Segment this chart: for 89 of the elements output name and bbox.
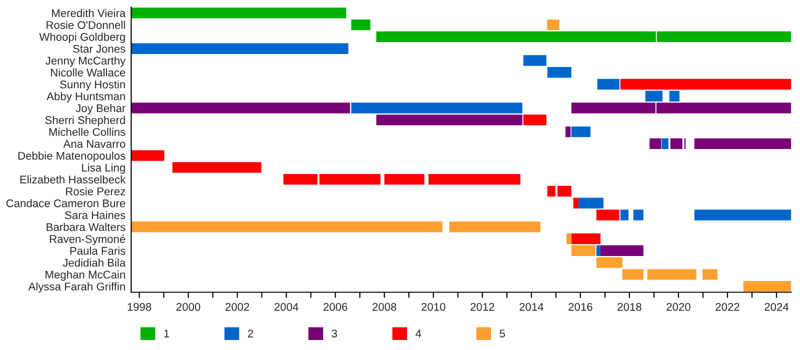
bar: [131, 222, 442, 232]
bar: [131, 8, 346, 18]
y-tick-label: Abby Huntsman: [46, 92, 125, 102]
bar: [694, 138, 792, 150]
legend-label: 5: [500, 330, 505, 338]
bar: [547, 67, 572, 78]
y-tick-label: Rosie O'Donnell: [46, 20, 125, 29]
y-tick-label: Candace Cameron Bure: [6, 199, 126, 208]
legend-label: 3: [332, 330, 338, 338]
bar: [596, 210, 620, 220]
y-tick-label: Meghan McCain: [46, 270, 125, 281]
y-tick-label: Debbie Matenopoulos: [18, 152, 126, 162]
y-tick-label: Star Jones: [73, 44, 126, 53]
x-tick-label: 2010: [422, 302, 446, 311]
y-tick-label: Raven-Symoné: [50, 234, 126, 246]
y-tick-label: Meredith Vieira: [52, 8, 126, 18]
bar: [596, 257, 622, 268]
bar: [571, 245, 596, 256]
x-tick-label: 2006: [324, 302, 348, 311]
y-tick-label: Michelle Collins: [49, 128, 126, 136]
bar: [620, 210, 628, 220]
y-tick-label: Paula Faris: [70, 246, 126, 255]
bar: [670, 138, 682, 150]
x-tick-label: 2012: [470, 302, 494, 311]
bar: [622, 269, 644, 280]
x-tick-label: 2018: [618, 302, 642, 311]
bar: [557, 186, 572, 197]
bar: [647, 269, 696, 280]
y-tick-label: Sherri Shepherd: [45, 116, 125, 126]
bar: [523, 55, 546, 66]
bar: [523, 114, 546, 126]
y-tick-label: Alyssa Farah Griffin: [28, 282, 125, 293]
y-tick-label: Sunny Hostin: [60, 80, 125, 91]
x-tick-label: 1998: [128, 302, 152, 311]
y-tick-label: Barbara Walters: [46, 222, 126, 232]
bar: [650, 138, 662, 150]
y-tick-label: Jedidiah Bila: [62, 258, 126, 267]
x-tick-label: 2008: [372, 302, 396, 311]
bar: [319, 174, 380, 185]
bar: [600, 245, 644, 256]
bar: [662, 138, 668, 150]
bar: [131, 150, 164, 161]
bar: [384, 174, 424, 185]
bar: [566, 233, 572, 244]
x-tick-label: 2024: [764, 302, 789, 311]
bar: [283, 174, 318, 185]
bar: [351, 19, 370, 30]
bar: [597, 78, 620, 90]
y-tick-label: Rosie Perez: [66, 187, 126, 196]
bar: [172, 162, 262, 173]
bar: [571, 126, 590, 138]
x-tick-label: 2020: [666, 302, 690, 311]
bar: [669, 90, 680, 102]
y-tick-label: Jenny McCarthy: [46, 56, 126, 67]
bar: [620, 78, 792, 90]
y-tick-label: Joy Behar: [76, 104, 126, 114]
y-tick-label: Nicolle Wallace: [51, 68, 126, 77]
x-tick-label: 2014: [520, 302, 544, 311]
y-tick-label: Lisa Ling: [82, 163, 125, 174]
bar: [573, 198, 578, 208]
x-tick-label: 2002: [226, 302, 250, 311]
bar: [578, 198, 604, 208]
x-tick-label: 2016: [568, 302, 592, 311]
x-tick-label: 2004: [274, 302, 298, 311]
y-tick-label: Whoopi Goldberg: [39, 32, 125, 44]
legend-label: 4: [416, 330, 422, 338]
bar: [449, 222, 540, 232]
y-tick-label: Ana Navarro: [63, 140, 126, 148]
bar: [131, 43, 348, 54]
x-tick-label: 2022: [716, 302, 740, 311]
legend-label: 1: [164, 330, 170, 338]
bar: [702, 269, 718, 280]
bar: [645, 90, 663, 102]
x-tick-label: 2000: [176, 302, 200, 311]
y-tick-label: Sara Haines: [65, 210, 126, 220]
bar: [376, 114, 522, 126]
y-tick-label: Elizabeth Hasselbeck: [20, 175, 126, 184]
bar: [565, 126, 571, 138]
bar: [743, 280, 792, 292]
bar: [351, 102, 522, 114]
bar: [547, 19, 560, 30]
bar: [547, 186, 556, 197]
bar: [428, 174, 520, 185]
bar: [131, 102, 350, 114]
bar: [633, 210, 644, 220]
legend-label: 2: [248, 330, 253, 338]
bar: [596, 245, 601, 256]
bar: [571, 233, 601, 244]
bar: [694, 210, 792, 220]
